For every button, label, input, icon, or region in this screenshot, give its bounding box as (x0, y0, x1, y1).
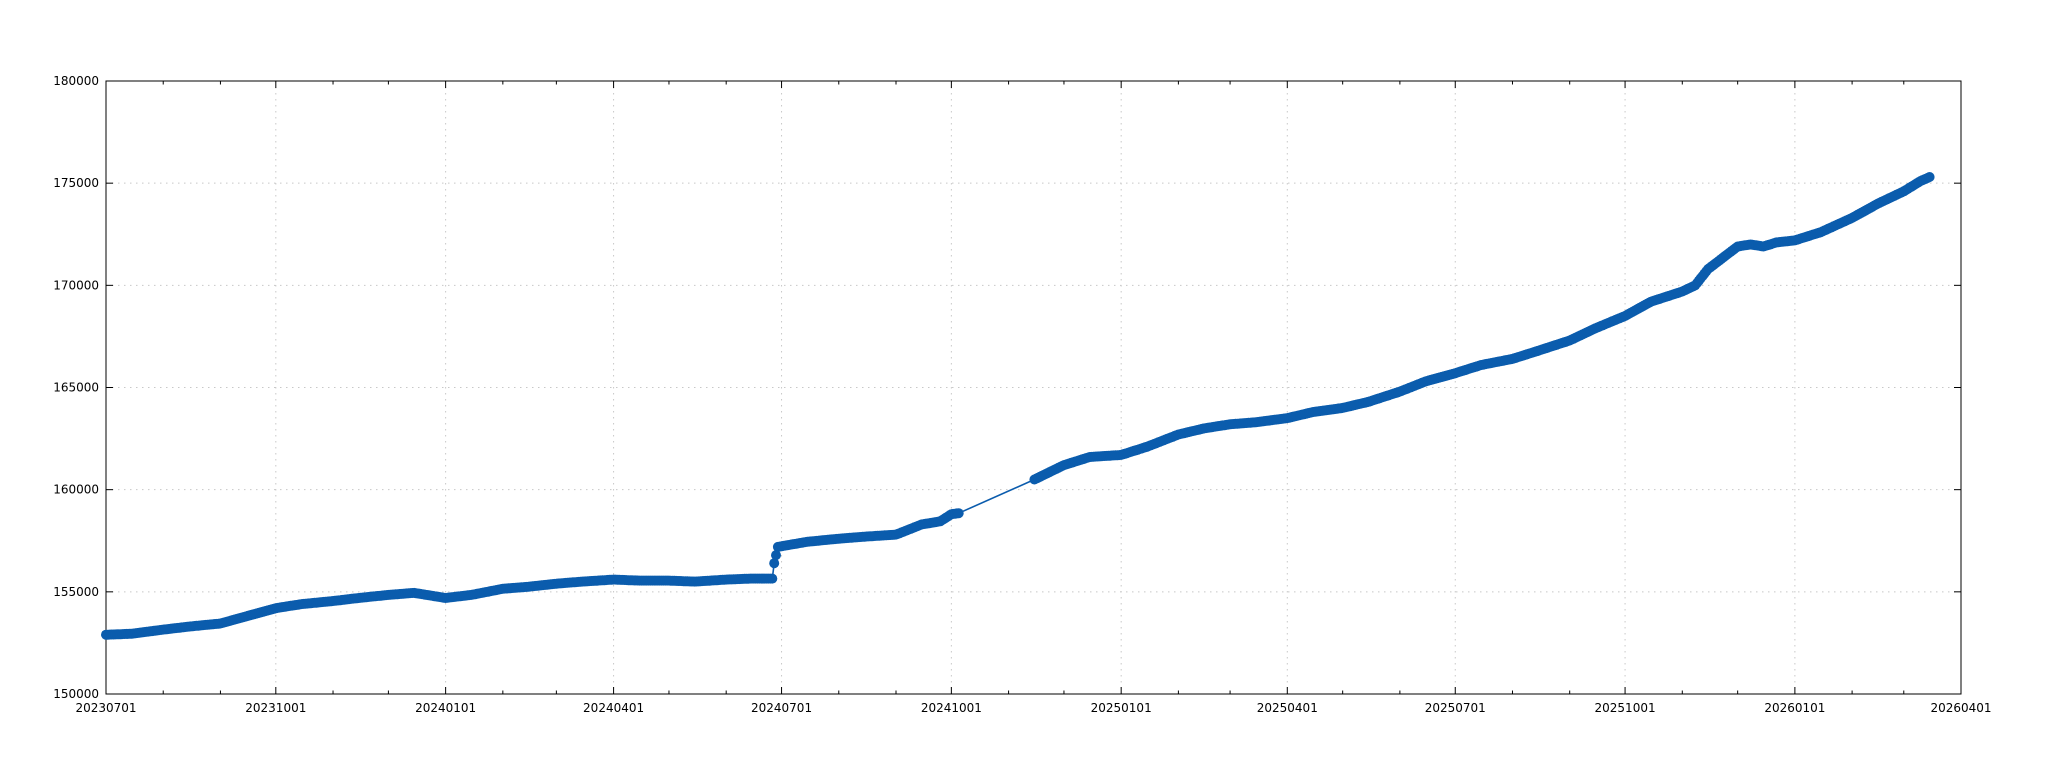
tick-labels: 20230701 20231001 20240101 20240401 20240701… (53, 74, 1991, 715)
x-tick-label: 20250401 (1257, 701, 1318, 715)
data-point (1924, 172, 1935, 182)
y-tick-label: 165000 (53, 381, 99, 395)
y-tick-label: 170000 (53, 278, 99, 292)
y-tick-label: 175000 (53, 176, 99, 190)
axis-ticks (105, 80, 1962, 695)
x-tick-label: 20231001 (245, 701, 306, 715)
grid (106, 81, 1961, 694)
x-tick-label: 20240101 (415, 701, 476, 715)
x-tick-label: 20230701 (75, 701, 136, 715)
y-tick-label: 150000 (53, 687, 99, 701)
x-tick-label: 20260101 (1764, 701, 1825, 715)
plot-frame (105, 80, 1962, 695)
y-tick-label: 160000 (53, 483, 99, 497)
data-point (769, 558, 780, 569)
data-point (767, 573, 778, 584)
x-tick-label: 20240701 (751, 701, 812, 715)
data-series (101, 172, 1935, 640)
x-tick-label: 20251001 (1595, 701, 1656, 715)
x-tick-label: 20260401 (1930, 701, 1991, 715)
y-tick-label: 155000 (53, 585, 99, 599)
y-tick-label: 180000 (53, 74, 99, 88)
x-tick-label: 20241001 (921, 701, 982, 715)
series (101, 172, 1935, 640)
x-tick-label: 20240401 (583, 701, 644, 715)
x-tick-label: 20250101 (1091, 701, 1152, 715)
data-point (953, 508, 964, 519)
x-tick-label: 20250701 (1425, 701, 1486, 715)
data-point (771, 550, 781, 561)
series-line (105, 176, 1930, 636)
